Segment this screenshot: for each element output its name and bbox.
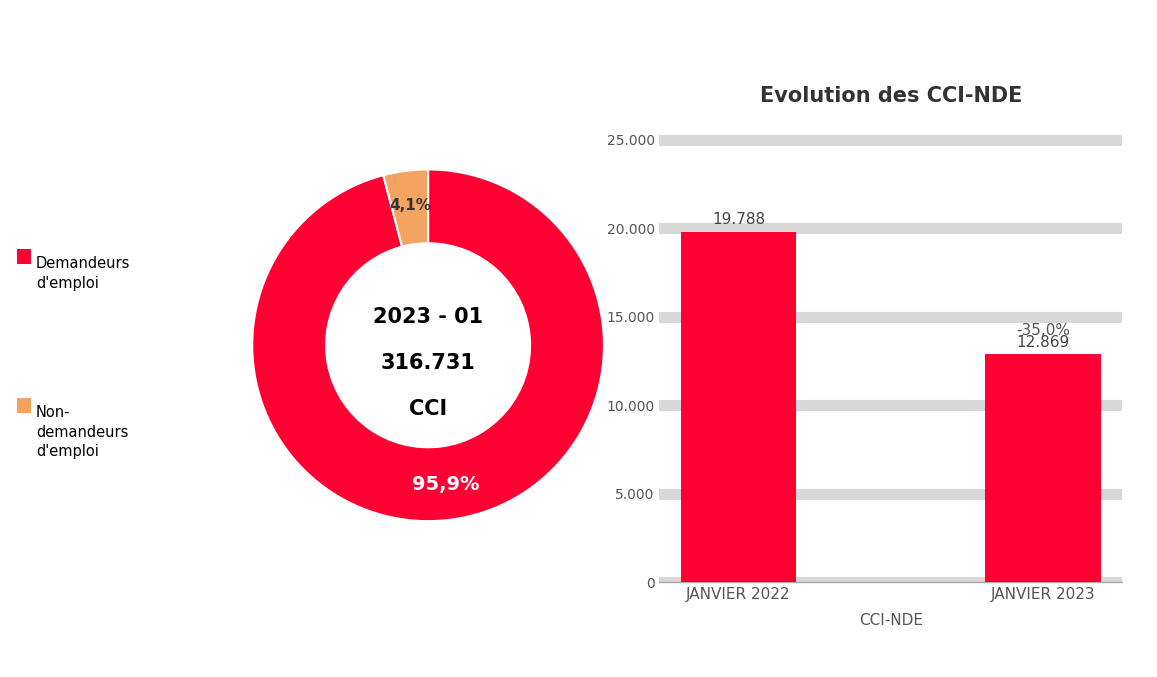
- Text: Non-
demandeurs
d'emploi: Non- demandeurs d'emploi: [36, 405, 128, 460]
- Text: CCI: CCI: [410, 399, 447, 418]
- Text: 19.788: 19.788: [712, 213, 765, 227]
- Bar: [680, 232, 796, 582]
- X-axis label: CCI-NDE: CCI-NDE: [858, 613, 923, 628]
- Wedge shape: [252, 169, 604, 521]
- Text: 316.731: 316.731: [381, 353, 476, 373]
- Title: Evolution des CCI-NDE: Evolution des CCI-NDE: [760, 87, 1022, 106]
- Bar: [986, 354, 1101, 582]
- Wedge shape: [383, 169, 428, 246]
- Text: 95,9%: 95,9%: [412, 475, 480, 494]
- Text: Demandeurs
d'emploi: Demandeurs d'emploi: [36, 256, 131, 290]
- Text: 2023 - 01: 2023 - 01: [373, 307, 484, 327]
- Text: 4,1%: 4,1%: [389, 198, 432, 213]
- Text: 12.869: 12.869: [1017, 335, 1070, 350]
- Text: -35,0%: -35,0%: [1016, 324, 1070, 338]
